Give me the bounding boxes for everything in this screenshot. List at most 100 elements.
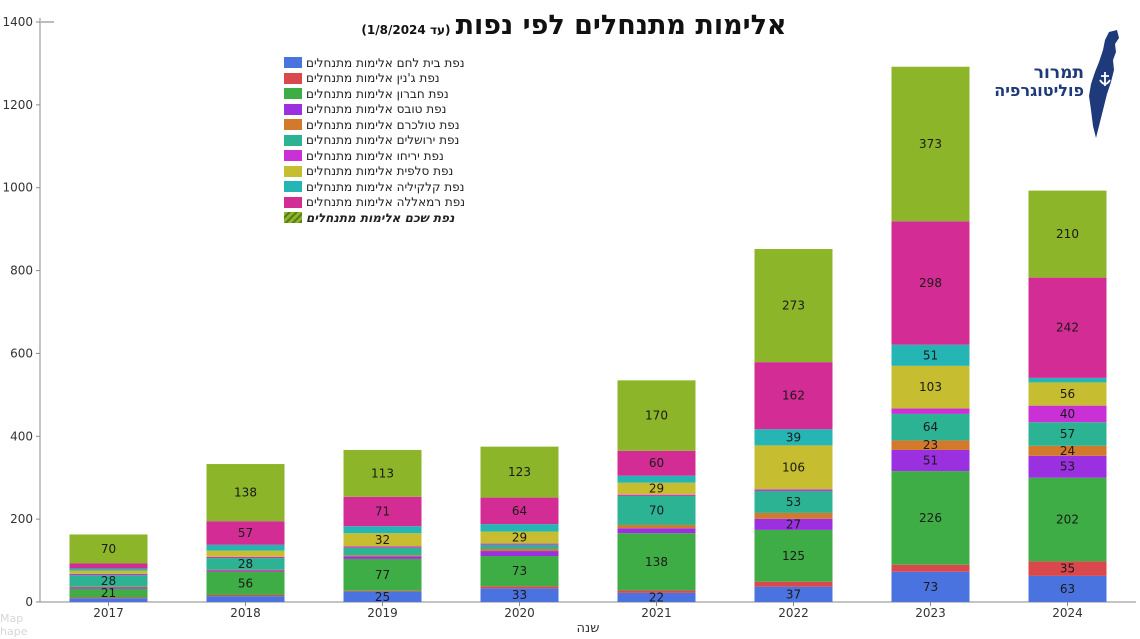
- data-label: 29: [649, 482, 664, 496]
- legend-swatch: [284, 165, 302, 177]
- data-label: 24: [1060, 444, 1075, 458]
- legend-swatch: [284, 134, 302, 146]
- bar-segment: [891, 440, 970, 450]
- legend-label: נפת חברון אלימות מתנחלים: [306, 86, 449, 101]
- bar-stacks: [69, 66, 1107, 602]
- data-label: 51: [923, 348, 938, 362]
- bar-segment: [206, 571, 285, 595]
- bar-segment: [69, 563, 148, 569]
- data-label: 106: [782, 460, 805, 474]
- data-label: 57: [238, 526, 253, 540]
- bar-segment: [69, 573, 148, 576]
- data-label: 35: [1060, 562, 1075, 576]
- bar-segment: [343, 546, 422, 548]
- data-label: 60: [649, 456, 664, 470]
- bar-segment: [206, 550, 285, 557]
- x-tick-label: 2023: [915, 606, 946, 620]
- legend-label: נפת ג'נין אלימות מתנחלים: [306, 71, 440, 86]
- bar-segment: [1028, 405, 1107, 423]
- data-label: 22: [649, 590, 664, 604]
- bar-segment: [69, 587, 148, 589]
- bar-segment: [69, 586, 148, 588]
- data-label: 53: [1060, 460, 1075, 474]
- legend-swatch: [284, 88, 302, 100]
- bar-segment: [206, 570, 285, 572]
- data-label: 73: [923, 580, 938, 594]
- bar-segment: [891, 66, 970, 222]
- bar-segment: [1028, 422, 1107, 446]
- data-label: 103: [919, 380, 942, 394]
- data-label: 71: [375, 504, 390, 518]
- data-label: 162: [782, 389, 805, 403]
- bar-segment: [69, 534, 148, 564]
- legend-item: נפת ירושלים אלימות מתנחלים: [284, 133, 484, 149]
- legend-item: נפת רמאללה אלימות מתנחלים: [284, 195, 484, 211]
- bar-segment: [69, 568, 148, 571]
- logo-line2: פוליטוגרפיה: [994, 81, 1084, 100]
- bar-segment: [754, 529, 833, 582]
- bar-segment: [1028, 377, 1107, 383]
- bar-segment: [480, 446, 559, 498]
- bar-segment: [480, 543, 559, 545]
- legend-swatch: [284, 212, 302, 224]
- bar-segment: [69, 575, 148, 587]
- bar-segment: [617, 380, 696, 451]
- x-tick-label: 2019: [367, 606, 398, 620]
- y-tick-label: 1200: [2, 98, 33, 112]
- bar-segment: [1028, 561, 1107, 576]
- bar-segment: [480, 524, 559, 532]
- bar-segment: [754, 489, 833, 491]
- y-tick-label: 0: [25, 595, 33, 609]
- data-label: 63: [1060, 582, 1075, 596]
- bar-segment: [891, 564, 970, 572]
- data-label: 21: [101, 586, 116, 600]
- bar-segment: [69, 570, 148, 574]
- bar-segment: [480, 497, 559, 525]
- bar-segment: [617, 495, 696, 525]
- y-axis: 0 200 400 600 800 1000 1200 1400: [2, 15, 54, 609]
- bar-segment: [1028, 277, 1107, 378]
- legend-label: נפת טובס אלימות מתנחלים: [306, 102, 447, 117]
- bar-segment: [343, 496, 422, 527]
- bar-segment: [891, 408, 970, 414]
- data-label: 40: [1060, 407, 1075, 421]
- y-tick-label: 1000: [2, 181, 33, 195]
- legend-label: נפת רמאללה אלימות מתנחלים: [306, 195, 466, 210]
- bar-segment: [69, 588, 148, 598]
- bar-segment: [206, 594, 285, 597]
- legend-label: נפת שכם אלימות מתנחלים: [306, 210, 455, 225]
- legend-swatch: [284, 150, 302, 162]
- data-label: 28: [238, 557, 253, 571]
- data-label: 242: [1056, 321, 1079, 335]
- bar-segment: [343, 558, 422, 591]
- bar-segment: [343, 533, 422, 547]
- y-tick-label: 1400: [2, 15, 33, 29]
- data-label: 64: [923, 420, 938, 434]
- bar-segment: [891, 471, 970, 565]
- bar-segment: [480, 556, 559, 587]
- legend-swatch: [284, 196, 302, 208]
- data-label: 33: [512, 588, 527, 602]
- legend-label: נפת טולכרם אלימות מתנחלים: [306, 117, 460, 132]
- data-label: 123: [508, 465, 531, 479]
- x-axis-label: שנה: [577, 621, 600, 636]
- data-label: 28: [101, 574, 116, 588]
- legend-item: נפת שכם אלימות מתנחלים: [284, 210, 484, 226]
- chart-title: אלימות מתנחלים לפי נפות: [455, 10, 787, 41]
- bar-segment: [617, 592, 696, 602]
- watermark-line2: hape: [0, 625, 28, 638]
- watermark-line1: Map: [0, 612, 24, 625]
- legend-swatch: [284, 72, 302, 84]
- legend-item: נפת סלפית אלימות מתנחלים: [284, 164, 484, 180]
- legend-item: נפת טובס אלימות מתנחלים: [284, 102, 484, 118]
- logo-text: תמרור פוליטוגרפיה: [994, 64, 1084, 100]
- bar-segment: [754, 490, 833, 513]
- watermark: Map hape: [0, 612, 40, 638]
- legend-label: נפת קלקיליה אלימות מתנחלים: [306, 179, 465, 194]
- data-label: 23: [923, 438, 938, 452]
- bar-segment: [1028, 477, 1107, 562]
- bar-segment: [891, 344, 970, 366]
- bar-segment: [343, 547, 422, 556]
- bar-segment: [343, 555, 422, 557]
- bar-segment: [617, 533, 696, 591]
